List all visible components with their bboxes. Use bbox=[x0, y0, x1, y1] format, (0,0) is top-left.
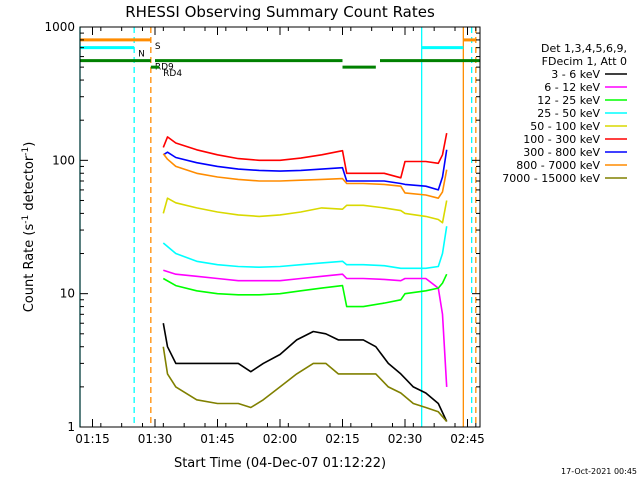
legend: Det 1,3,4,5,6,9, FDecim 1, Att 0 3 - 6 k… bbox=[502, 42, 627, 185]
y-tick-label-3: 1000 bbox=[44, 20, 75, 34]
series-line-8 bbox=[162, 346, 448, 423]
x-tick-label-6: 02:45 bbox=[450, 432, 485, 446]
series-line-0 bbox=[162, 323, 448, 422]
legend-label-2: 12 - 25 keV bbox=[537, 94, 600, 107]
flag-label-rd4: RD4 bbox=[163, 69, 182, 79]
flag-label-rd9: RD9 bbox=[155, 63, 174, 73]
y-axis-label-sup-2: -1 bbox=[21, 147, 31, 156]
legend-label-5: 100 - 300 keV bbox=[523, 133, 600, 146]
series-line-5 bbox=[162, 132, 448, 179]
legend-header-line-2: FDecim 1, Att 0 bbox=[542, 55, 627, 68]
legend-header-line-1: Det 1,3,4,5,6,9, bbox=[541, 42, 627, 55]
x-axis-label: Start Time (04-Dec-07 01:12:22) bbox=[174, 456, 386, 471]
legend-label-3: 25 - 50 keV bbox=[537, 107, 600, 120]
series-line-4 bbox=[162, 197, 448, 224]
y-axis-label: Count Rate (s-1 detector-1) bbox=[21, 142, 37, 313]
x-tick-label-1: 01:30 bbox=[138, 432, 173, 446]
series-line-1 bbox=[163, 269, 448, 387]
series-line-2 bbox=[162, 273, 448, 308]
x-tick-label-3: 02:00 bbox=[263, 432, 298, 446]
y-axis-label-main: Count Rate (s bbox=[22, 224, 37, 313]
y-tick-label-0: 1 bbox=[67, 420, 75, 434]
legend-label-7: 800 - 7000 keV bbox=[516, 159, 600, 172]
x-tick-label-4: 02:15 bbox=[325, 432, 360, 446]
chart-title: RHESSI Observing Summary Count Rates bbox=[125, 3, 435, 21]
x-tick-label-0: 01:15 bbox=[75, 432, 110, 446]
y-axis-label-mid: detector bbox=[22, 155, 37, 215]
series-line-7 bbox=[162, 153, 448, 199]
vertical-markers bbox=[79, 27, 477, 427]
legend-label-1: 6 - 12 keV bbox=[544, 81, 600, 94]
legend-label-6: 300 - 800 keV bbox=[523, 146, 600, 159]
flag-label-s: S bbox=[155, 42, 161, 52]
legend-label-8: 7000 - 15000 keV bbox=[502, 172, 600, 185]
y-tick-label-2: 100 bbox=[52, 153, 75, 167]
y-tick-label-1: 10 bbox=[60, 287, 75, 301]
axes: 01:15 01:30 01:45 02:00 02:15 02:30 02:45 1 10 10… bbox=[44, 20, 484, 446]
legend-label-4: 50 - 100 keV bbox=[530, 120, 600, 133]
legend-label-0: 3 - 6 keV bbox=[551, 68, 600, 81]
flag-label-n: N bbox=[138, 50, 145, 60]
footer-date: 17-Oct-2021 00:45 bbox=[561, 467, 637, 476]
y-axis-label-end: ) bbox=[22, 142, 37, 147]
series-lines bbox=[162, 132, 448, 423]
x-tick-label-2: 01:45 bbox=[200, 432, 235, 446]
x-tick-label-5: 02:30 bbox=[388, 432, 423, 446]
y-axis-label-sup-1: -1 bbox=[21, 215, 31, 224]
series-line-3 bbox=[162, 226, 448, 270]
series-line-6 bbox=[162, 149, 448, 191]
